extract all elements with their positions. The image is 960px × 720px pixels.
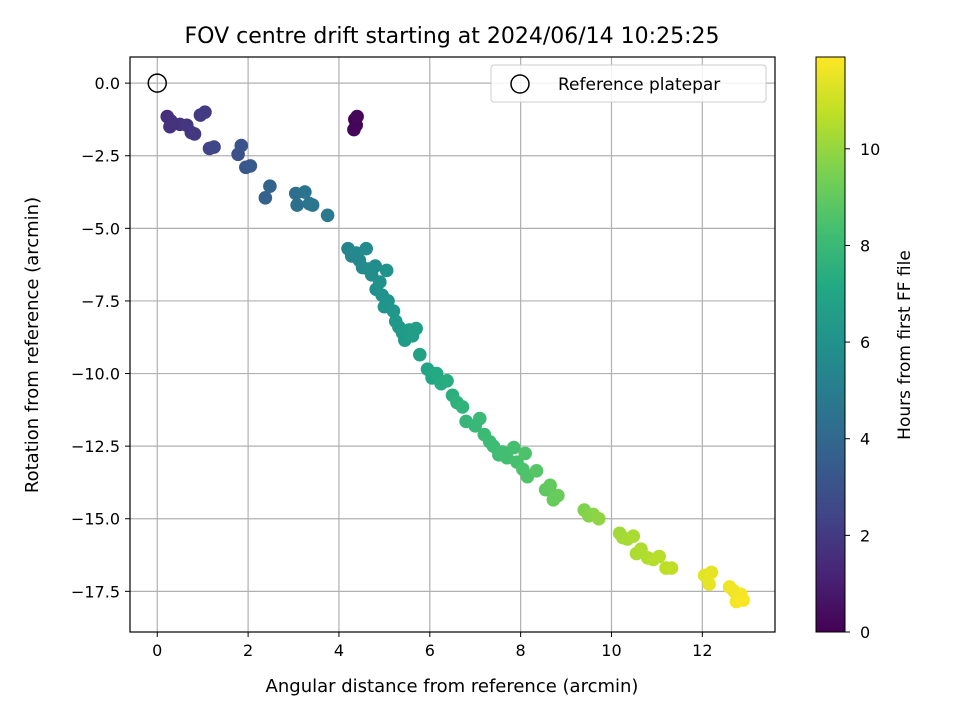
data-point: [429, 366, 444, 381]
data-point: [258, 191, 273, 205]
y-tick-label: −10.0: [71, 365, 120, 384]
data-point: [529, 464, 544, 478]
reference-platepar-marker: [147, 73, 168, 93]
data-point: [704, 565, 719, 580]
data-point: [736, 593, 751, 607]
y-tick-label: −15.0: [71, 510, 120, 529]
y-tick-label: −2.5: [81, 147, 120, 166]
y-axis-label: Rotation from reference (arcmin): [22, 197, 43, 493]
data-point: [234, 138, 249, 153]
legend-box: [490, 64, 767, 103]
data-point: [320, 208, 335, 223]
data-point: [381, 294, 395, 308]
grid: [130, 57, 775, 632]
colorbar-ticks: 0 2 4 6 8 10: [845, 140, 880, 642]
data-point: [543, 478, 557, 493]
chart-title: FOV centre drift starting at 2024/06/14 …: [185, 24, 720, 49]
colorbar-tick-label: 0: [860, 623, 870, 642]
data-point: [702, 577, 716, 591]
data-point: [243, 159, 258, 173]
data-point: [591, 511, 606, 526]
x-tick-label: 2: [243, 641, 253, 660]
y-axis-ticks: 0.0 −2.5 −5.0 −7.5 −10.0 −12.5 −15.0 −17.5: [71, 74, 130, 601]
data-point: [359, 241, 373, 256]
data-point: [440, 374, 454, 388]
legend: Reference platepar: [490, 64, 767, 103]
data-point: [368, 259, 383, 273]
data-point: [263, 179, 277, 194]
legend-label: Reference platepar: [558, 75, 720, 95]
y-tick-label: −5.0: [81, 219, 120, 238]
colorbar-label: Hours from first FF file: [895, 250, 915, 440]
data-point: [551, 488, 565, 503]
data-point: [379, 263, 394, 278]
data-point: [518, 446, 532, 461]
x-tick-label: 10: [601, 641, 621, 660]
data-point: [472, 411, 487, 426]
y-tick-label: 0.0: [95, 74, 120, 93]
data-point: [207, 140, 221, 154]
data-point: [290, 198, 304, 212]
data-point: [305, 198, 320, 212]
data-point: [298, 185, 312, 199]
data-point: [626, 529, 641, 543]
x-tick-label: 0: [152, 641, 162, 660]
legend-marker: [510, 74, 530, 94]
x-axis-label: Angular distance from reference (arcmin): [266, 676, 639, 697]
data-point: [386, 304, 401, 318]
data-point: [350, 109, 364, 124]
colorbar-tick-label: 10: [860, 140, 880, 159]
colorbar-tick-label: 8: [860, 236, 870, 255]
data-points: [160, 105, 751, 609]
x-tick-label: 12: [692, 641, 712, 660]
data-point: [409, 321, 423, 336]
colorbar: [815, 56, 846, 633]
data-point: [455, 400, 470, 414]
y-tick-label: −17.5: [71, 582, 120, 601]
data-point: [187, 127, 202, 141]
colorbar-tick-label: 2: [860, 526, 870, 545]
colorbar-tick-label: 6: [860, 333, 870, 352]
data-point: [507, 440, 521, 455]
y-tick-label: −7.5: [81, 292, 120, 311]
data-point: [347, 122, 361, 137]
y-tick-label: −12.5: [71, 437, 120, 456]
x-tick-label: 4: [334, 641, 344, 660]
data-point: [664, 561, 679, 575]
data-point: [652, 549, 666, 564]
plot-frame: [129, 56, 776, 633]
x-tick-label: 6: [425, 641, 435, 660]
x-axis-ticks: 0 2 4 6 8 10 12: [152, 632, 713, 660]
colorbar-tick-label: 4: [860, 430, 870, 449]
data-point: [412, 347, 427, 362]
x-tick-label: 8: [516, 641, 526, 660]
data-point: [373, 275, 387, 289]
data-point: [198, 105, 212, 119]
